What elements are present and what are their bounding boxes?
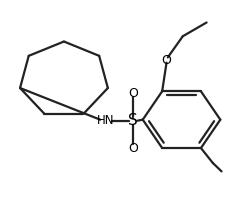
Text: O: O (127, 87, 137, 100)
Text: HN: HN (96, 114, 114, 127)
Text: S: S (127, 113, 137, 128)
Text: O: O (161, 54, 171, 67)
Text: O: O (127, 142, 137, 155)
